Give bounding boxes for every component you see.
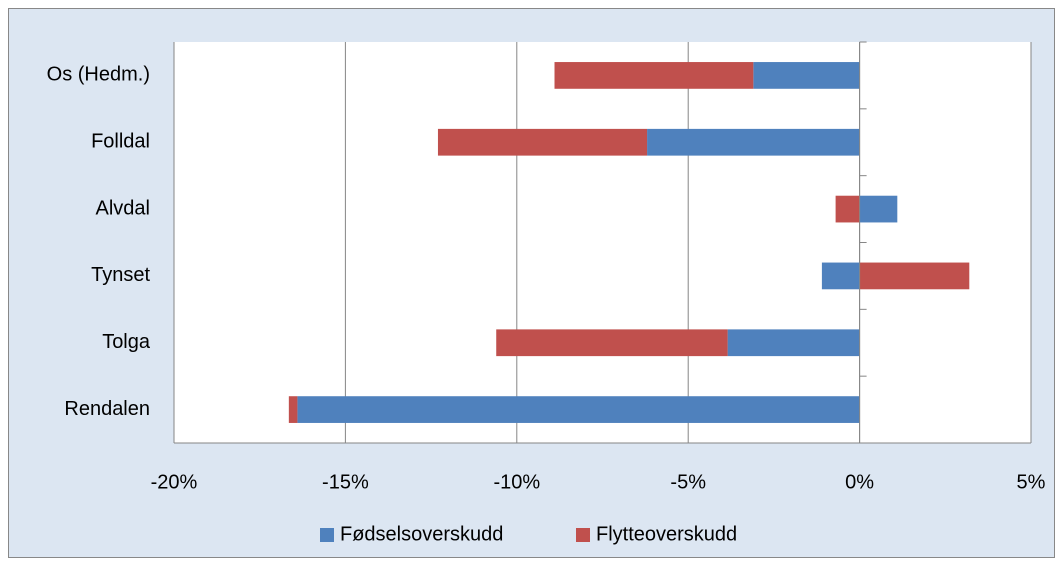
bar <box>821 262 860 290</box>
bar <box>753 62 860 89</box>
bar <box>297 396 860 423</box>
y-tick-label: Tolga <box>102 331 151 353</box>
bar <box>288 396 298 423</box>
bar <box>496 329 728 357</box>
legend-label: Flytteoverskudd <box>596 523 737 545</box>
x-tick-label: -5% <box>670 471 706 493</box>
bar <box>859 195 898 223</box>
bar <box>835 195 860 223</box>
y-tick-label: Os (Hedm.) <box>47 64 150 86</box>
bar <box>727 329 860 357</box>
y-tick-label: Alvdal <box>96 197 150 219</box>
x-tick-label: -15% <box>322 471 369 493</box>
plot-area <box>174 42 1031 443</box>
y-tick-label: Tynset <box>91 264 150 286</box>
x-tick-label: -10% <box>493 471 540 493</box>
legend-label: Fødselsoverskudd <box>340 523 503 545</box>
legend-swatch <box>576 528 590 542</box>
bar <box>554 62 754 89</box>
bar <box>859 262 970 290</box>
legend-swatch <box>320 528 334 542</box>
x-tick-label: 0% <box>845 471 874 493</box>
bar <box>647 128 860 156</box>
x-tick-label: -20% <box>151 471 198 493</box>
y-tick-label: Rendalen <box>64 398 150 420</box>
y-tick-label: Folldal <box>91 131 150 153</box>
x-tick-label: 5% <box>1017 471 1046 493</box>
bar <box>437 128 648 156</box>
